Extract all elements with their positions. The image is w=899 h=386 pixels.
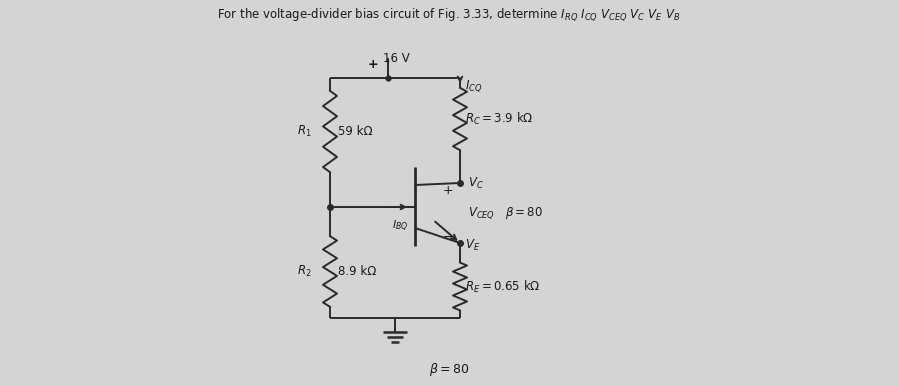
Text: $V_{CEQ}$   $\beta = 80$: $V_{CEQ}$ $\beta = 80$ [468, 205, 543, 221]
Text: For the voltage-divider bias circuit of Fig. 3.33, determine $I_{RQ}$ $I_{CQ}$ $: For the voltage-divider bias circuit of … [218, 7, 681, 23]
Text: +: + [442, 185, 453, 198]
Text: $\beta = 80$: $\beta = 80$ [429, 362, 469, 379]
Text: 8.9 kΩ: 8.9 kΩ [338, 265, 377, 278]
Text: $V_E$: $V_E$ [465, 237, 480, 252]
Text: 16 V: 16 V [383, 51, 410, 64]
Text: −: − [442, 230, 453, 244]
Text: +: + [368, 58, 378, 71]
Text: $R_1$: $R_1$ [298, 124, 312, 139]
Text: $I_{BQ}$: $I_{BQ}$ [392, 219, 408, 234]
Text: $R_C = 3.9$ kΩ: $R_C = 3.9$ kΩ [465, 111, 533, 127]
Text: 59 kΩ: 59 kΩ [338, 125, 372, 138]
Text: $V_C$: $V_C$ [468, 176, 484, 191]
Text: $R_E = 0.65$ kΩ: $R_E = 0.65$ kΩ [465, 278, 540, 295]
Text: $R_2$: $R_2$ [298, 264, 312, 279]
Text: $I_{CQ}$: $I_{CQ}$ [465, 78, 483, 94]
